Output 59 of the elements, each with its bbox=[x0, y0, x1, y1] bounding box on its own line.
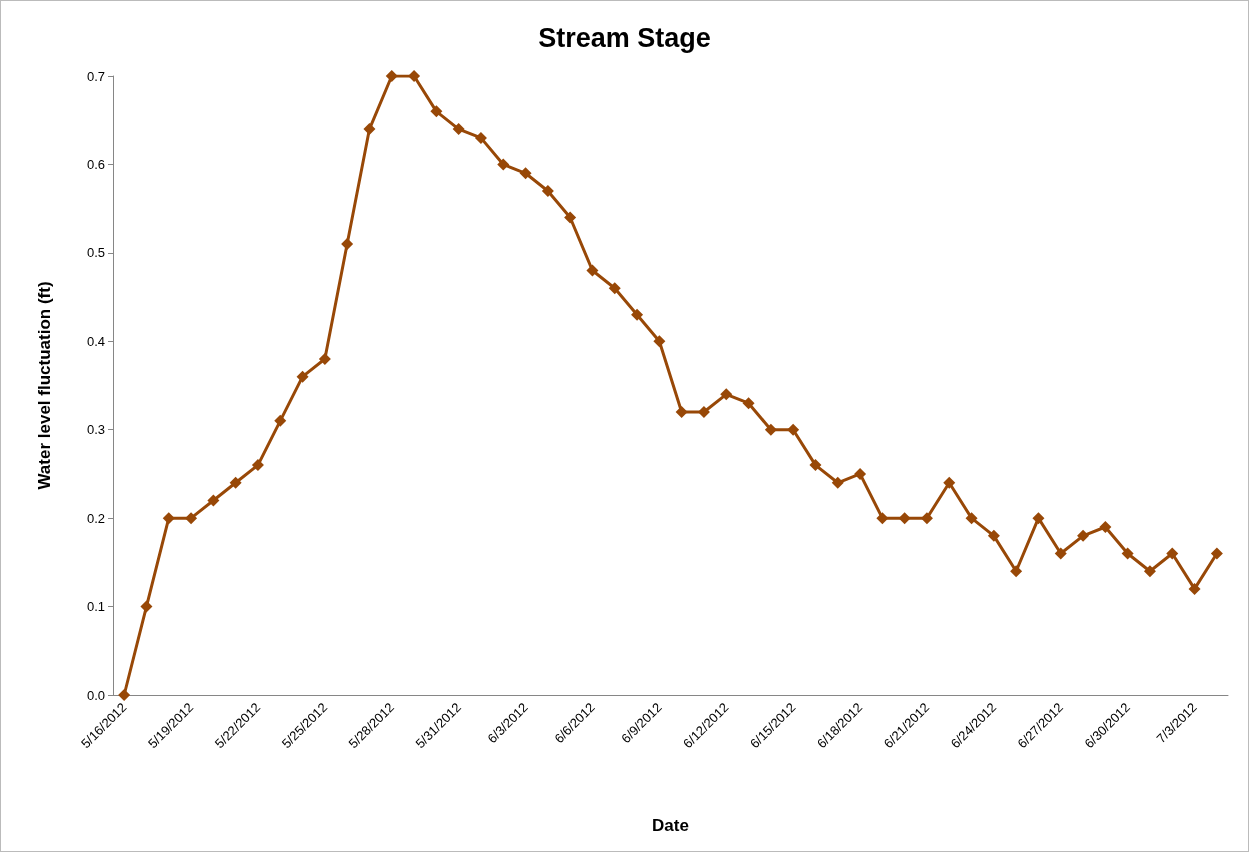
point bbox=[385, 70, 398, 82]
point bbox=[831, 476, 844, 489]
point bbox=[1210, 547, 1223, 560]
chart-title: Stream Stage bbox=[538, 22, 711, 53]
y-tick-label: 0.6 bbox=[86, 156, 105, 172]
point bbox=[1121, 547, 1134, 560]
point bbox=[965, 512, 978, 525]
point bbox=[296, 370, 309, 383]
point bbox=[1143, 565, 1156, 578]
point bbox=[1054, 547, 1067, 560]
point bbox=[854, 467, 867, 480]
point bbox=[787, 423, 800, 436]
point bbox=[720, 388, 733, 401]
point bbox=[363, 123, 376, 136]
point bbox=[118, 689, 131, 701]
point bbox=[452, 123, 465, 136]
point bbox=[1188, 582, 1201, 595]
point bbox=[519, 167, 532, 180]
point bbox=[140, 600, 153, 613]
point bbox=[251, 459, 264, 472]
point bbox=[408, 70, 421, 82]
y-tick-label: 0.1 bbox=[86, 599, 105, 615]
point bbox=[185, 512, 198, 525]
y-tick-label: 0.4 bbox=[86, 333, 105, 349]
point bbox=[318, 352, 331, 365]
point bbox=[987, 529, 1000, 542]
point bbox=[430, 105, 443, 118]
y-axis-title: Water level fluctuation (ft) bbox=[35, 281, 54, 490]
point bbox=[541, 184, 554, 197]
x-axis-title: Date bbox=[652, 816, 689, 835]
point bbox=[631, 308, 644, 321]
point bbox=[586, 264, 599, 277]
point bbox=[608, 282, 621, 295]
point bbox=[474, 131, 487, 144]
point bbox=[564, 211, 577, 224]
point bbox=[162, 512, 175, 525]
y-tick-label: 0.7 bbox=[86, 68, 105, 84]
point bbox=[207, 494, 220, 507]
point bbox=[943, 476, 956, 489]
point bbox=[876, 512, 889, 525]
point bbox=[1010, 565, 1023, 578]
point bbox=[764, 423, 777, 436]
point bbox=[341, 238, 354, 251]
y-tick-label: 0.0 bbox=[86, 687, 105, 703]
point bbox=[742, 397, 755, 410]
point bbox=[675, 406, 688, 419]
point bbox=[1166, 547, 1179, 560]
point bbox=[898, 512, 911, 525]
point bbox=[274, 414, 287, 427]
y-tick-label: 0.5 bbox=[86, 245, 105, 261]
point bbox=[497, 158, 510, 171]
point bbox=[809, 459, 822, 472]
point bbox=[229, 476, 242, 489]
point bbox=[1099, 520, 1112, 533]
y-tick-label: 0.2 bbox=[86, 510, 105, 526]
point bbox=[653, 335, 666, 348]
y-tick-label: 0.3 bbox=[86, 422, 105, 438]
point bbox=[1077, 529, 1090, 542]
point bbox=[1032, 512, 1045, 525]
